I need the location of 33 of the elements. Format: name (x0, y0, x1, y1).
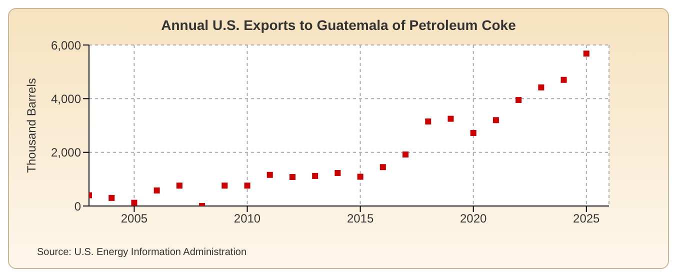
source-note: Source: U.S. Energy Information Administration (37, 247, 247, 258)
point (425, 118, 432, 124)
point (380, 164, 386, 170)
point (583, 50, 590, 57)
point (448, 116, 454, 122)
y-tick-label: 6,000 (50, 38, 82, 52)
point (470, 130, 476, 136)
point (538, 84, 544, 90)
point (176, 182, 182, 189)
x-tick-label: 2025 (573, 212, 600, 226)
point (266, 172, 273, 178)
point (131, 200, 138, 206)
point (222, 182, 228, 189)
point (154, 187, 160, 194)
chart-title: Annual U.S. Exports to Guatemala of Petroleum Coke (160, 17, 517, 33)
point (334, 170, 341, 176)
point (108, 194, 115, 201)
point (244, 182, 250, 189)
point (402, 151, 409, 158)
point (516, 97, 522, 104)
y-axis-title: Thousand Barrels (24, 78, 38, 173)
x-tick-label: 2010 (234, 212, 261, 226)
y-tick-label: 0 (74, 199, 82, 214)
x-tick-label: 2005 (120, 212, 148, 226)
y-tick-label: 2,000 (50, 146, 82, 160)
point (357, 174, 364, 180)
point (312, 172, 318, 179)
x-tick-label: 2020 (460, 212, 488, 226)
x-tick-label: 2015 (346, 212, 374, 226)
y-tick-label: 4,000 (50, 92, 82, 106)
point (289, 174, 296, 180)
point (492, 117, 499, 124)
point (560, 76, 567, 83)
